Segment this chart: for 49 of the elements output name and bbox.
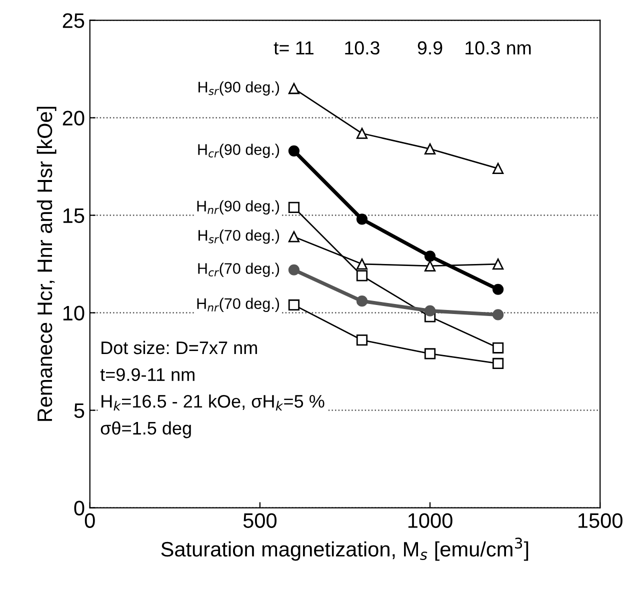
point — [356, 128, 368, 139]
annotation: H$_{k}$=16.5 - 21 kOe, σH$_{k}$=5 % — [102, 394, 324, 411]
point — [356, 258, 368, 270]
y-tick-label: 10 — [63, 306, 84, 321]
annotation: 9.9 — [418, 41, 442, 55]
x-tick-label: 1500 — [578, 513, 622, 528]
point — [424, 305, 436, 316]
y-axis-title: Remanece Hcr, Hnr and Hsr [kOe] — [36, 106, 56, 421]
point — [288, 264, 300, 276]
point — [288, 299, 300, 311]
point — [356, 334, 368, 346]
point — [492, 342, 504, 354]
point — [288, 231, 300, 242]
y-tick-label: 5 — [74, 404, 84, 418]
series-label: H$_{sr}$(70 deg.) — [198, 230, 280, 244]
series-label: H$_{cr}$(90 deg.) — [198, 144, 280, 158]
point — [424, 260, 436, 272]
point — [288, 82, 300, 94]
x-tick-label: 500 — [243, 513, 277, 528]
series-label: H$_{nr}$(70 deg.) — [197, 298, 280, 312]
annotation: 10.3 — [345, 41, 380, 55]
x-tick-label: 0 — [84, 513, 95, 528]
annotation: t= 11 — [274, 41, 314, 55]
y-tick-label: 20 — [62, 110, 84, 126]
series-label: H$_{cr}$(70 deg.) — [198, 262, 280, 277]
y-tick-label: 0 — [74, 500, 84, 516]
series-label: H$_{sr}$(90 deg.) — [198, 81, 280, 96]
annotation: Dot size: D=7x7 nm — [102, 340, 257, 354]
series-label: H$_{nr}$(90 deg.) — [197, 200, 280, 215]
annotation: 10.3 nm — [466, 41, 531, 55]
point — [492, 309, 504, 320]
point — [356, 270, 368, 282]
point — [492, 162, 504, 174]
point — [492, 284, 504, 295]
point — [492, 358, 504, 370]
point — [424, 250, 436, 262]
point — [424, 143, 436, 155]
y-tick-label: 25 — [62, 13, 84, 28]
point — [356, 296, 368, 307]
annotation: σθ=1.5 deg — [100, 421, 191, 438]
annotation: t=9.9-11 nm — [100, 368, 194, 382]
point — [492, 258, 504, 270]
y-tick-label: 15 — [63, 208, 84, 224]
point — [288, 202, 300, 214]
point — [424, 348, 436, 360]
x-tick-label: 1000 — [408, 513, 452, 528]
point — [288, 145, 300, 156]
x-axis-title: Saturation magnetization, M$_{s}$ [emu/cm$^{3}$] — [161, 538, 528, 561]
point — [356, 214, 368, 225]
